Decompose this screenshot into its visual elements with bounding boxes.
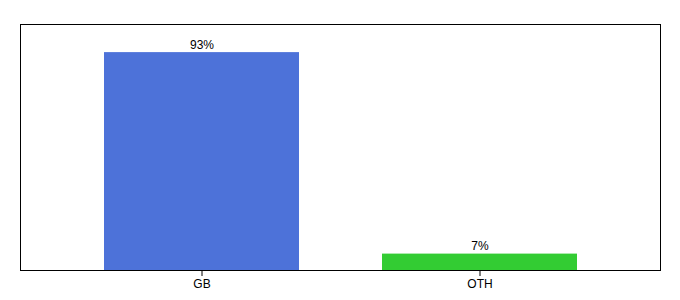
svg-text:7%: 7% — [471, 239, 489, 253]
svg-text:93%: 93% — [190, 38, 214, 52]
svg-text:OTH: OTH — [467, 277, 492, 291]
svg-text:GB: GB — [193, 277, 210, 291]
